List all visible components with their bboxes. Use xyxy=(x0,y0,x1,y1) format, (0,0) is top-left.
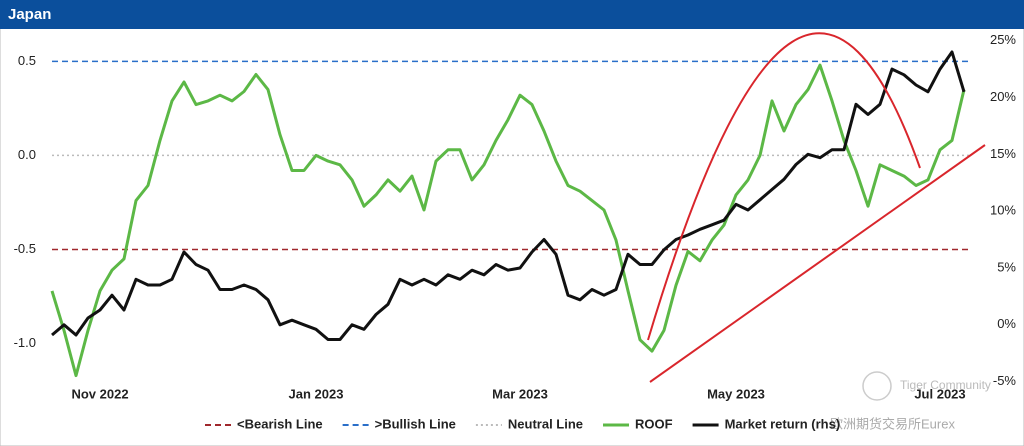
x-tick-label: May 2023 xyxy=(707,386,765,401)
watermark-logo xyxy=(862,371,892,401)
y2-tick-label: 0% xyxy=(997,316,1016,331)
y2-tick-label: 25% xyxy=(990,32,1016,47)
y2-tick-label: 10% xyxy=(990,203,1016,218)
watermark: Tiger Community xyxy=(900,378,991,392)
x-tick-label: Mar 2023 xyxy=(492,386,548,401)
y2-tick-label: 20% xyxy=(990,89,1016,104)
annotation-arc xyxy=(647,32,921,341)
y2-tick-label: 15% xyxy=(990,146,1016,161)
header-bar xyxy=(0,0,1024,29)
legend-label: ROOF xyxy=(635,416,673,431)
series-line xyxy=(51,50,966,341)
watermark: 欧洲期货交易所Eurex xyxy=(830,416,955,431)
annotation-trendline xyxy=(649,144,986,383)
y-tick-label: -0.5 xyxy=(14,241,36,256)
legend-label: <Bearish Line xyxy=(237,416,323,431)
chart-title: Japan xyxy=(8,6,51,23)
series-line xyxy=(50,63,966,378)
legend-label: >Bullish Line xyxy=(375,416,456,431)
x-tick-label: Jul 2023 xyxy=(914,386,965,401)
y2-tick-label: 5% xyxy=(997,259,1016,274)
y-tick-label: -1.0 xyxy=(14,335,36,350)
y-tick-label: 0.0 xyxy=(18,147,36,162)
legend-label: Market return (rhs) xyxy=(725,416,841,431)
y-tick-label: 0.5 xyxy=(18,53,36,68)
x-tick-label: Jan 2023 xyxy=(289,386,344,401)
y2-tick-label: -5% xyxy=(993,373,1017,388)
legend-label: Neutral Line xyxy=(508,416,583,431)
x-tick-label: Nov 2022 xyxy=(71,386,128,401)
